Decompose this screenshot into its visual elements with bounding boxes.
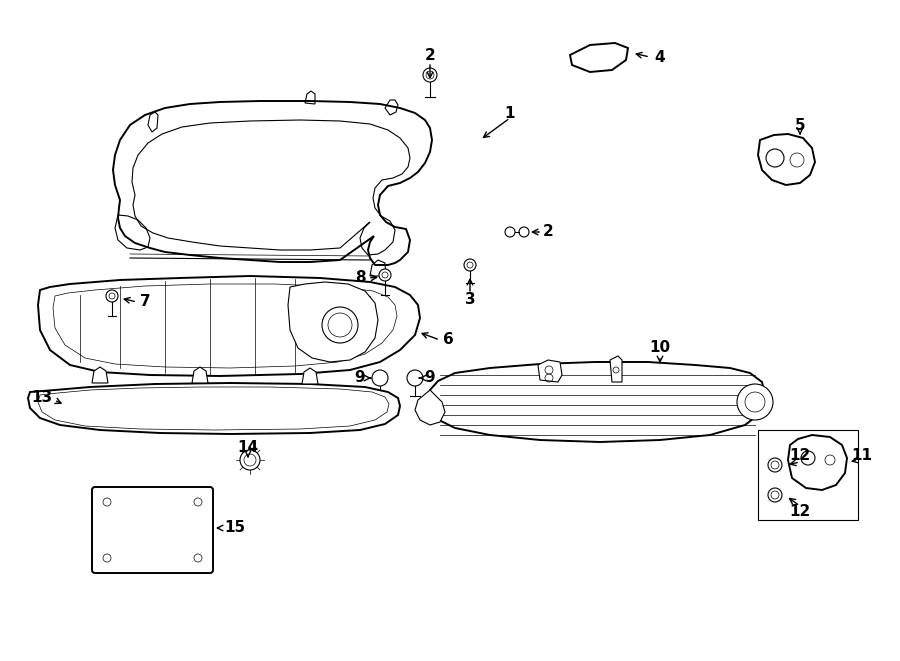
Text: 11: 11 bbox=[851, 447, 872, 463]
Circle shape bbox=[372, 370, 388, 386]
Circle shape bbox=[768, 458, 782, 472]
Text: 9: 9 bbox=[355, 371, 365, 385]
Text: 12: 12 bbox=[789, 504, 811, 520]
Text: 3: 3 bbox=[464, 293, 475, 307]
Polygon shape bbox=[415, 390, 445, 425]
Text: 4: 4 bbox=[654, 50, 665, 65]
Polygon shape bbox=[538, 360, 562, 382]
Text: 2: 2 bbox=[425, 48, 436, 63]
Text: 14: 14 bbox=[238, 440, 258, 455]
Polygon shape bbox=[758, 134, 815, 185]
Circle shape bbox=[426, 71, 434, 79]
Circle shape bbox=[464, 259, 476, 271]
Polygon shape bbox=[113, 101, 432, 265]
Circle shape bbox=[106, 290, 118, 302]
Text: 12: 12 bbox=[789, 447, 811, 463]
Text: 2: 2 bbox=[543, 225, 553, 239]
Polygon shape bbox=[610, 356, 622, 382]
Circle shape bbox=[379, 269, 391, 281]
Circle shape bbox=[240, 450, 260, 470]
Polygon shape bbox=[92, 367, 108, 383]
Text: 13: 13 bbox=[32, 391, 52, 405]
Polygon shape bbox=[28, 383, 400, 434]
Text: 8: 8 bbox=[355, 270, 365, 286]
Text: 9: 9 bbox=[425, 371, 436, 385]
Text: 1: 1 bbox=[505, 106, 515, 120]
Circle shape bbox=[322, 307, 358, 343]
Polygon shape bbox=[288, 282, 378, 362]
Circle shape bbox=[407, 370, 423, 386]
Circle shape bbox=[423, 68, 437, 82]
Polygon shape bbox=[570, 43, 628, 72]
Text: 5: 5 bbox=[795, 118, 806, 132]
Polygon shape bbox=[788, 435, 847, 490]
Text: 6: 6 bbox=[443, 332, 454, 348]
FancyBboxPatch shape bbox=[92, 487, 213, 573]
Circle shape bbox=[768, 488, 782, 502]
Polygon shape bbox=[38, 276, 420, 376]
Polygon shape bbox=[428, 362, 765, 442]
Text: 10: 10 bbox=[650, 340, 670, 356]
Polygon shape bbox=[192, 367, 208, 383]
Polygon shape bbox=[302, 368, 318, 384]
Circle shape bbox=[737, 384, 773, 420]
Text: 7: 7 bbox=[140, 295, 150, 309]
Text: 15: 15 bbox=[224, 520, 246, 535]
